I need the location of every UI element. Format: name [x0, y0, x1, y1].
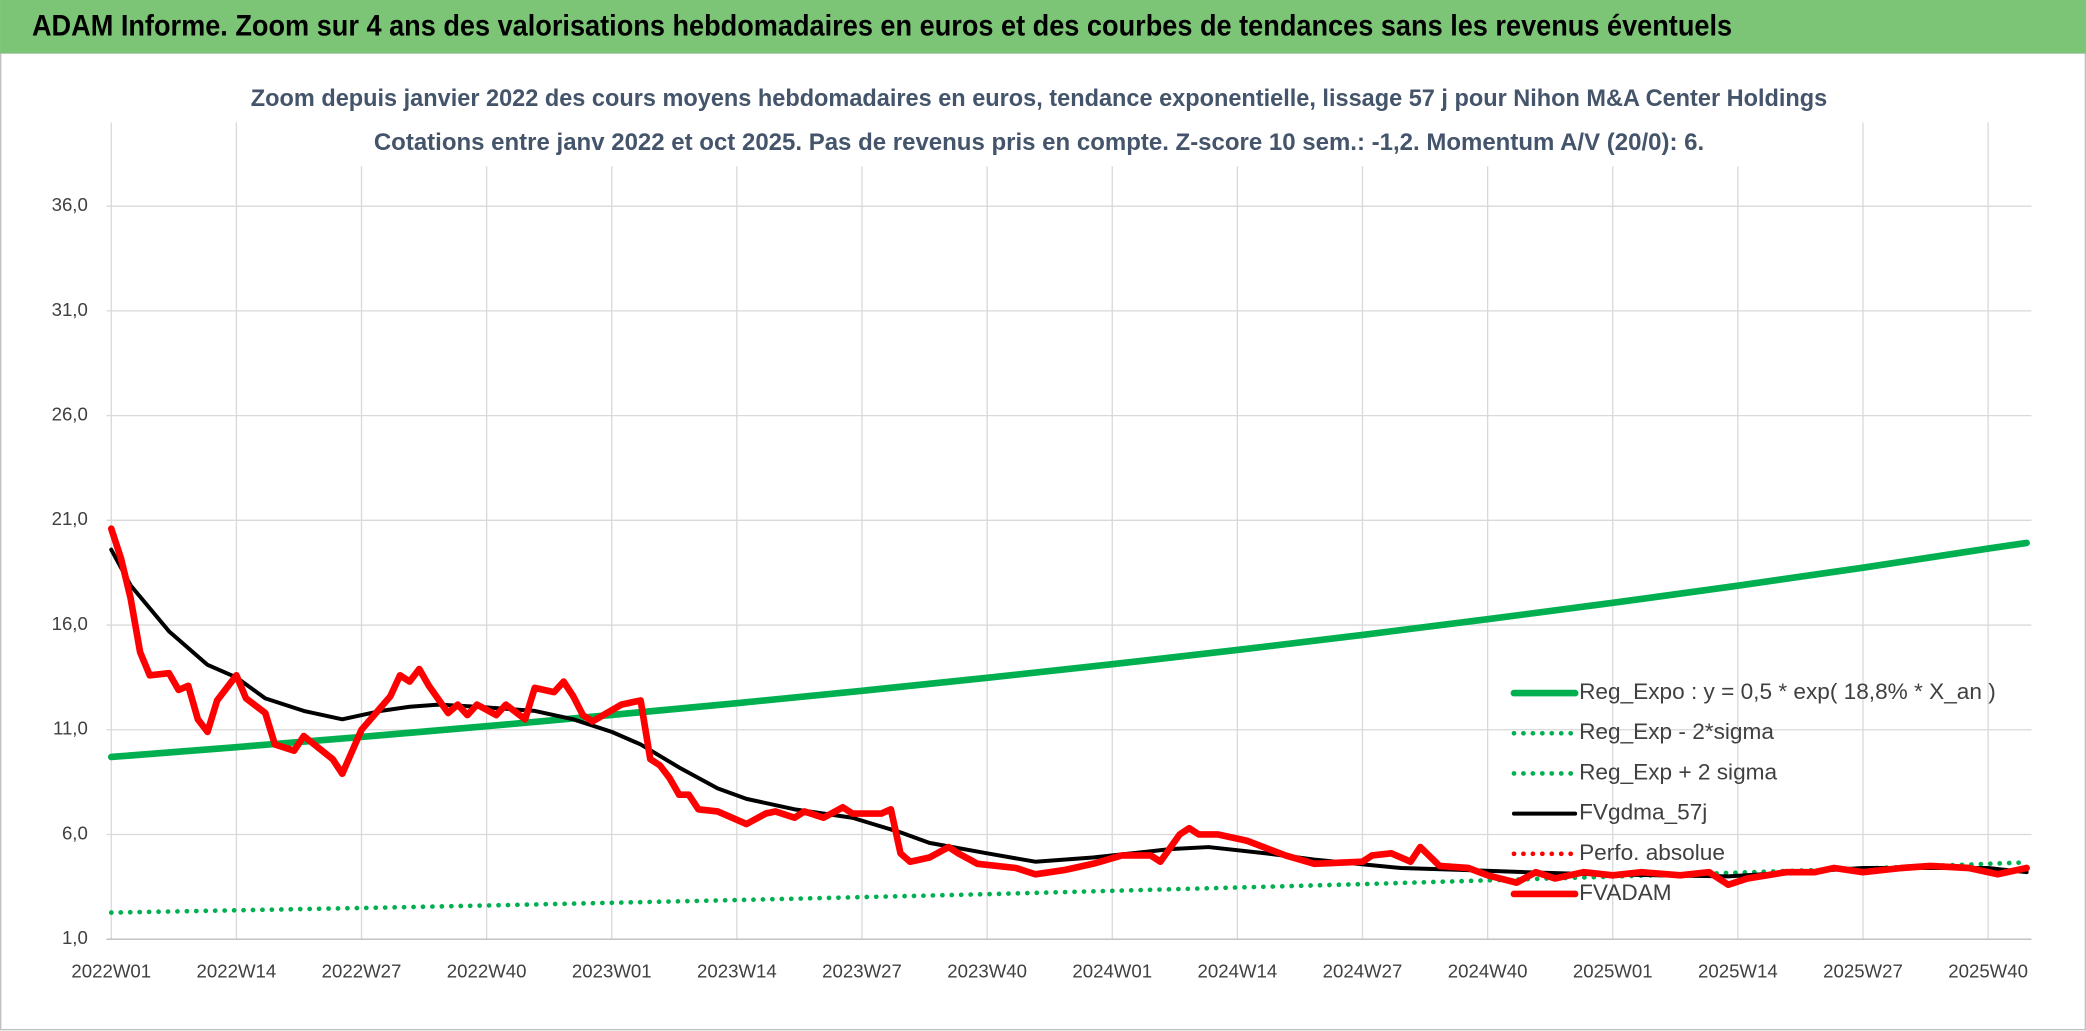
legend-label: Perfo. absolue — [1579, 840, 1725, 865]
y-tick-label: 11,0 — [53, 718, 88, 739]
x-tick-label: 2023W40 — [947, 960, 1027, 981]
legend-label: Reg_Exp - 2*sigma — [1579, 719, 1774, 744]
x-tick-label: 2024W27 — [1323, 960, 1403, 981]
x-tick-label: 2022W27 — [322, 960, 402, 981]
x-tick-label: 2023W01 — [572, 960, 652, 981]
header-bar — [0, 0, 2086, 54]
legend-label: Reg_Exp + 2 sigma — [1579, 759, 1777, 784]
legend-label: FVgdma_57j — [1579, 800, 1707, 825]
legend: Reg_Expo : y = 0,5 * exp( 18,8% * X_an )… — [1510, 679, 1996, 905]
x-tick-label: 2024W01 — [1072, 960, 1152, 981]
legend-label: FVADAM — [1579, 880, 1672, 905]
y-tick-label: 26,0 — [52, 404, 88, 425]
x-tick-label: 2022W40 — [447, 960, 527, 981]
legend-label: Reg_Expo : y = 0,5 * exp( 18,8% * X_an ) — [1579, 679, 1996, 704]
x-tick-label: 2025W40 — [1948, 960, 2028, 981]
x-tick-label: 2024W40 — [1448, 960, 1528, 981]
y-tick-label: 16,0 — [52, 613, 88, 634]
chart-subtitle: Cotations entre janv 2022 et oct 2025. P… — [374, 129, 1704, 156]
x-tick-label: 2025W14 — [1698, 960, 1778, 981]
x-tick-label: 2025W01 — [1573, 960, 1653, 981]
plot-lines — [107, 525, 2030, 915]
chart-title: Zoom depuis janvier 2022 des cours moyen… — [251, 85, 1827, 112]
y-tick-label: 6,0 — [62, 822, 88, 843]
x-tick-label: 2023W27 — [822, 960, 902, 981]
series-line — [108, 860, 2029, 915]
x-tick-label: 2022W01 — [71, 960, 151, 981]
axes: 1,0 6,0 11,0 16,0 21,0 26,0 31,0 36,0 2022W01 202… — [52, 194, 2032, 981]
series-line — [107, 539, 2030, 761]
x-tick-label: 2023W14 — [697, 960, 777, 981]
title-background — [247, 73, 1834, 167]
series-line — [107, 525, 2030, 889]
x-tick-label: 2025W27 — [1823, 960, 1903, 981]
grid — [106, 122, 2032, 940]
header-title: ADAM Informe. Zoom sur 4 ans des valoris… — [32, 11, 1732, 43]
y-tick-label: 31,0 — [52, 299, 88, 320]
y-tick-label: 1,0 — [62, 927, 88, 948]
y-tick-label: 21,0 — [52, 508, 88, 529]
x-tick-label: 2024W14 — [1198, 960, 1278, 981]
x-tick-label: 2022W14 — [197, 960, 277, 981]
y-tick-label: 36,0 — [52, 194, 88, 215]
